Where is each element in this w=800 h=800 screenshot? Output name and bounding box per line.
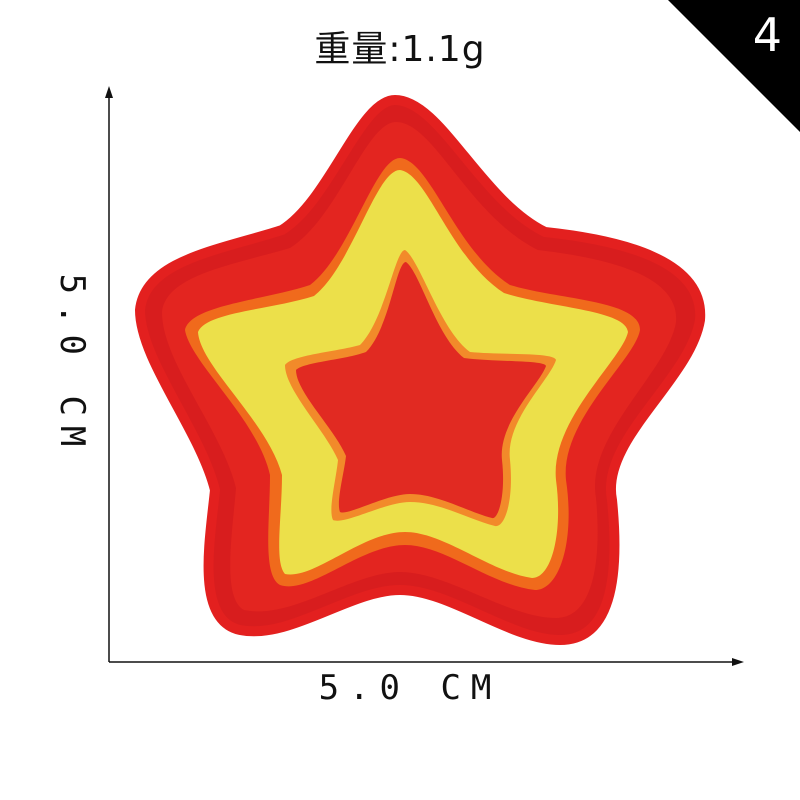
badge-number: 4 — [752, 8, 782, 62]
weight-label: 重量:1.1g — [314, 29, 486, 70]
corner-badge: 4 — [668, 0, 800, 132]
width-dimension-label: 5.0 CM — [318, 668, 502, 708]
height-dimension-label: 5.0 CM — [52, 273, 92, 457]
